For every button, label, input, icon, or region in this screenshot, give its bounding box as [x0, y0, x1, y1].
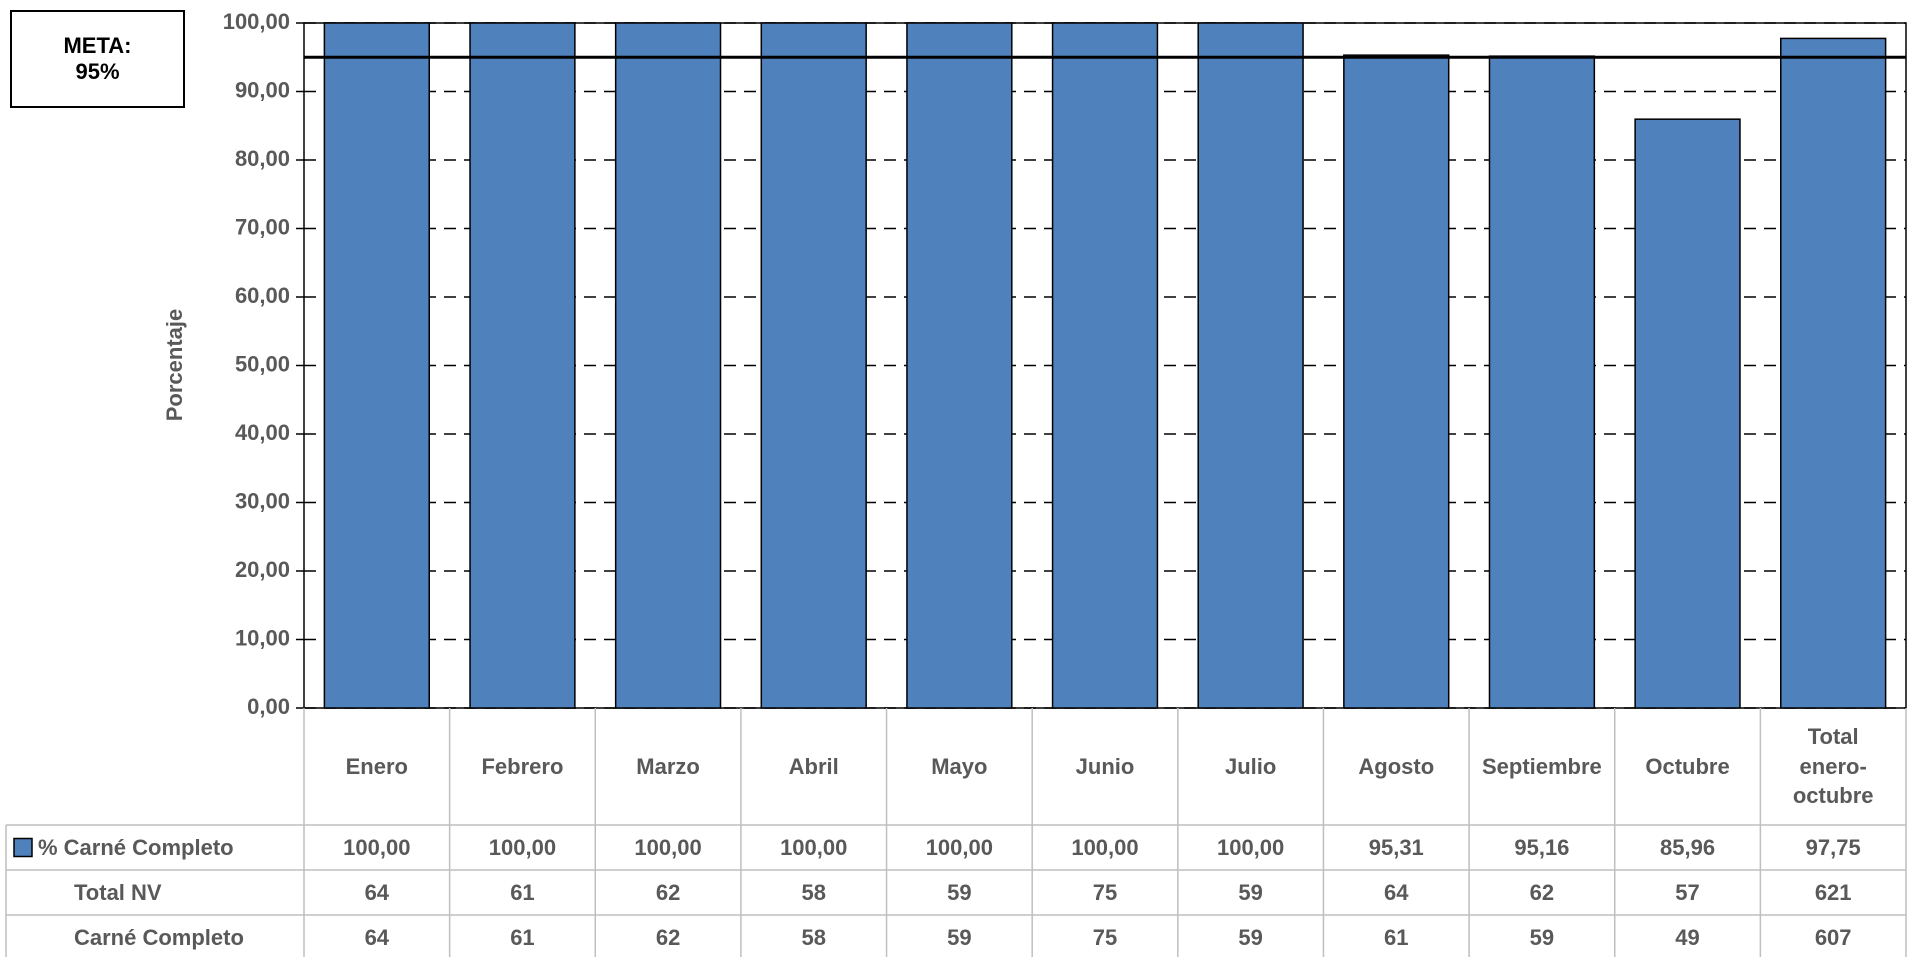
value-label: 100,00 [780, 834, 848, 860]
table-value: 61 [510, 879, 535, 905]
table-value: 59 [1238, 924, 1263, 950]
annotation: META: [63, 33, 132, 58]
category-label: Mayo [931, 753, 988, 779]
value-label: 95,31 [1368, 834, 1424, 860]
table-value: 75 [1092, 924, 1118, 950]
y-tick-label: 40,00 [235, 420, 290, 445]
table-value: 621 [1814, 879, 1852, 905]
table-value: 62 [655, 879, 681, 905]
table-value: 49 [1675, 924, 1700, 950]
table-value: 59 [1238, 879, 1263, 905]
category-label: Total enero-octubre [1792, 723, 1874, 809]
bar [1780, 37, 1887, 709]
bar [614, 22, 722, 709]
y-axis-title: Porcentaje [162, 309, 187, 422]
y-tick-label: 60,00 [235, 283, 290, 308]
y-tick-label: 70,00 [235, 214, 290, 239]
row-label: Carné Completo [74, 924, 244, 950]
table-value: 61 [510, 924, 535, 950]
category-label: Agosto [1358, 753, 1435, 779]
y-tick-label: 0,00 [247, 694, 290, 719]
category-label: Septiembre [1481, 753, 1602, 779]
table-value: 64 [364, 879, 390, 905]
table-value: 61 [1384, 924, 1409, 950]
row-label: Total NV [74, 879, 162, 905]
table-value: 64 [364, 924, 390, 950]
legend-label: % Carné Completo [38, 834, 234, 860]
value-label: 100,00 [1216, 834, 1285, 860]
bar [1051, 22, 1159, 709]
table-value: 62 [655, 924, 681, 950]
y-tick-label: 10,00 [235, 625, 290, 650]
value-label: 100,00 [925, 834, 993, 860]
value-label: 95,16 [1514, 834, 1570, 860]
target-box: META: 95% [10, 10, 185, 108]
target-label: 95% [75, 59, 120, 84]
bar [323, 22, 430, 709]
y-tick-label: 20,00 [235, 557, 290, 582]
bar [906, 22, 1013, 709]
table-value: 62 [1529, 879, 1555, 905]
bar [1343, 54, 1450, 709]
y-tick-label: 50,00 [235, 351, 290, 376]
table-value: 59 [947, 879, 972, 905]
bar [469, 22, 576, 709]
category-label: Abril [788, 753, 839, 779]
table-value: 607 [1814, 924, 1852, 950]
category-label: Enero [345, 753, 408, 779]
bar [1488, 55, 1596, 709]
y-tick-label: 100,00 [223, 9, 290, 34]
bar [1634, 118, 1741, 709]
table-value: 59 [1529, 924, 1555, 950]
table-value: 58 [801, 879, 826, 905]
category-label: Julio [1224, 753, 1277, 779]
table-value: 57 [1675, 879, 1700, 905]
bar [760, 22, 867, 709]
y-tick-label: 30,00 [235, 488, 290, 513]
table-value: 75 [1092, 879, 1118, 905]
y-tick-label: 90,00 [235, 77, 290, 102]
value-label: 100,00 [488, 834, 557, 860]
category-label: Febrero [481, 753, 564, 779]
category-label: Marzo [636, 753, 700, 779]
table-value: 58 [801, 924, 826, 950]
value-label: 97,75 [1805, 834, 1861, 860]
value-label: 100,00 [343, 834, 411, 860]
category-label: Octubre [1645, 753, 1730, 779]
table-value: 64 [1384, 879, 1409, 905]
table-value: 59 [947, 924, 972, 950]
legend-key [13, 837, 33, 858]
value-label: 100,00 [1071, 834, 1139, 860]
bar [1197, 22, 1304, 709]
y-tick-label: 80,00 [235, 146, 290, 171]
value-label: 100,00 [634, 834, 702, 860]
value-label: 85,96 [1660, 834, 1716, 860]
category-label: Junio [1075, 753, 1135, 779]
